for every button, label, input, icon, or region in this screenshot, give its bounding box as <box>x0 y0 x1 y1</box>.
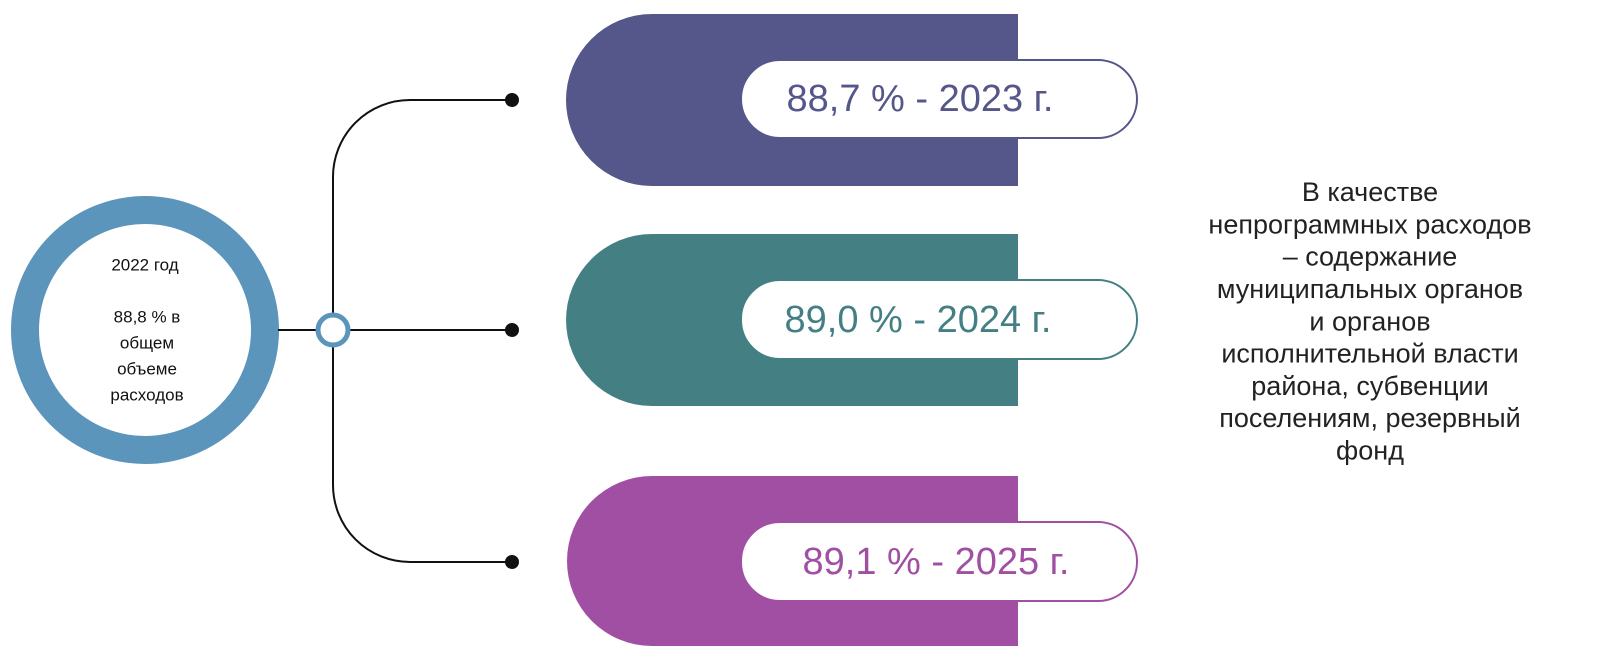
note-line: непрограммных расходов <box>1208 209 1531 239</box>
hub <box>315 312 351 348</box>
center-line: общем <box>120 333 174 352</box>
note-line: района, субвенции <box>1251 371 1488 401</box>
pill <box>740 521 1138 602</box>
center-title: 2022 год <box>111 255 178 274</box>
note-line: фонд <box>1336 436 1404 466</box>
pill-label: 89,0 % - 2024 г. <box>785 299 1052 341</box>
center-text: 88,8 % в общем объеме расходов <box>110 307 183 404</box>
dot <box>505 555 519 569</box>
note-line: исполнительной власти <box>1221 339 1518 369</box>
center-line: 88,8 % в <box>114 307 181 326</box>
center-ring <box>11 196 279 464</box>
center-line: объеме <box>117 359 177 378</box>
note-line: муниципальных органов <box>1217 274 1523 304</box>
note-line: поселениям, резервный <box>1219 403 1521 433</box>
note-line: – содержание <box>1283 242 1458 272</box>
pill <box>740 59 1138 139</box>
center-line: расходов <box>110 385 183 404</box>
dot <box>505 93 519 107</box>
pill-label: 89,1 % - 2025 г. <box>803 541 1070 583</box>
dot <box>505 323 519 337</box>
pill-label: 88,7 % - 2023 г. <box>787 78 1054 120</box>
note-line: В качестве <box>1302 177 1438 207</box>
connectors <box>278 99 512 563</box>
pill <box>740 279 1138 360</box>
note-line: и органов <box>1309 306 1430 336</box>
